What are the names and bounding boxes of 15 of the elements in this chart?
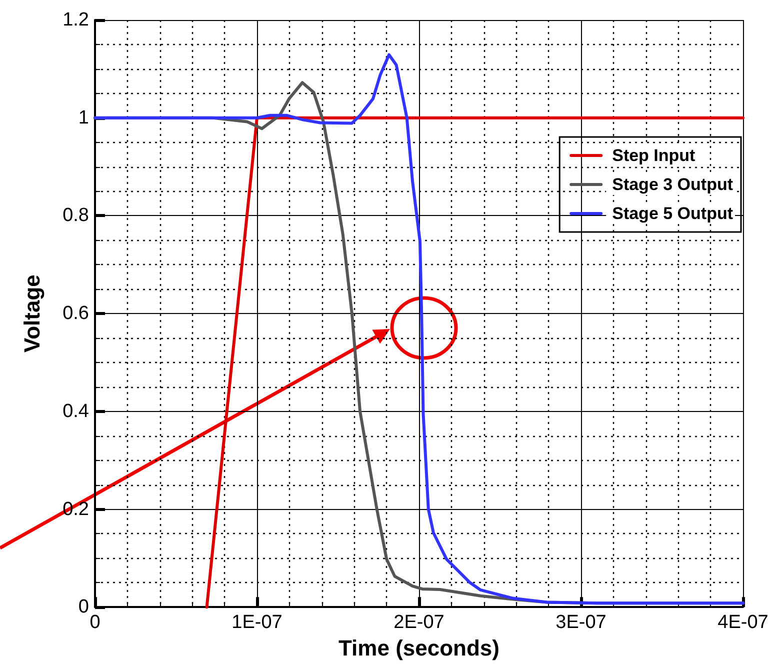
y-tick-label: 0.6 <box>62 303 89 324</box>
legend-label: Stage 5 Output <box>612 204 734 223</box>
x-tick-label: 1E-07 <box>232 612 282 634</box>
y-tick-label: 0.8 <box>62 205 89 226</box>
y-axis-title: Voltage <box>20 274 44 352</box>
legend-label: Step Input <box>612 146 696 165</box>
x-axis-title: Time (seconds) <box>338 636 500 660</box>
y-tick-label: 0 <box>78 596 89 618</box>
y-tick-label: 0.4 <box>62 400 90 422</box>
x-tick-label: 2E-07 <box>394 612 444 634</box>
y-tick-label: 1 <box>78 107 89 128</box>
x-tick-label: 3E-07 <box>556 612 606 634</box>
legend-label: Stage 3 Output <box>612 175 734 194</box>
x-tick-label: 4E-07 <box>718 612 768 634</box>
y-tick-label: 1.2 <box>62 10 89 30</box>
